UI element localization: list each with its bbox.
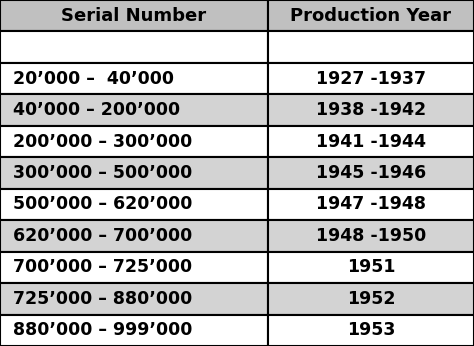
Text: 300’000 – 500’000: 300’000 – 500’000 bbox=[13, 164, 192, 182]
Text: 1953: 1953 bbox=[346, 321, 395, 339]
Bar bbox=[268, 315, 474, 346]
Text: 620’000 – 700’000: 620’000 – 700’000 bbox=[13, 227, 192, 245]
Bar bbox=[0, 315, 268, 346]
Text: 1938 -1942: 1938 -1942 bbox=[316, 101, 426, 119]
Bar bbox=[268, 63, 474, 94]
Bar bbox=[268, 31, 474, 63]
Bar bbox=[0, 220, 268, 252]
Bar bbox=[0, 94, 268, 126]
Text: Serial Number: Serial Number bbox=[61, 7, 207, 25]
Text: 1948 -1950: 1948 -1950 bbox=[316, 227, 426, 245]
Text: 200’000 – 300’000: 200’000 – 300’000 bbox=[13, 133, 192, 151]
Text: 40’000 – 200’000: 40’000 – 200’000 bbox=[13, 101, 181, 119]
Bar bbox=[0, 63, 268, 94]
Bar bbox=[268, 220, 474, 252]
Text: 1945 -1946: 1945 -1946 bbox=[316, 164, 426, 182]
Bar bbox=[0, 31, 268, 63]
Text: 1947 -1948: 1947 -1948 bbox=[316, 195, 426, 213]
Bar bbox=[268, 0, 474, 31]
Text: 500’000 – 620’000: 500’000 – 620’000 bbox=[13, 195, 193, 213]
Text: Production Year: Production Year bbox=[291, 7, 451, 25]
Bar bbox=[0, 283, 268, 315]
Text: 700’000 – 725’000: 700’000 – 725’000 bbox=[13, 258, 192, 276]
Bar bbox=[268, 189, 474, 220]
Text: 1952: 1952 bbox=[346, 290, 395, 308]
Text: 1941 -1944: 1941 -1944 bbox=[316, 133, 426, 151]
Bar bbox=[268, 126, 474, 157]
Text: 20’000 –  40’000: 20’000 – 40’000 bbox=[13, 70, 174, 88]
Bar bbox=[268, 283, 474, 315]
Text: 1951: 1951 bbox=[346, 258, 395, 276]
Bar bbox=[268, 94, 474, 126]
Text: 725’000 – 880’000: 725’000 – 880’000 bbox=[13, 290, 192, 308]
Bar bbox=[0, 0, 268, 31]
Text: 1927 -1937: 1927 -1937 bbox=[316, 70, 426, 88]
Bar bbox=[268, 252, 474, 283]
Bar bbox=[0, 252, 268, 283]
Bar bbox=[0, 189, 268, 220]
Bar bbox=[0, 157, 268, 189]
Text: 880’000 – 999’000: 880’000 – 999’000 bbox=[13, 321, 193, 339]
Bar bbox=[268, 157, 474, 189]
Bar bbox=[0, 126, 268, 157]
